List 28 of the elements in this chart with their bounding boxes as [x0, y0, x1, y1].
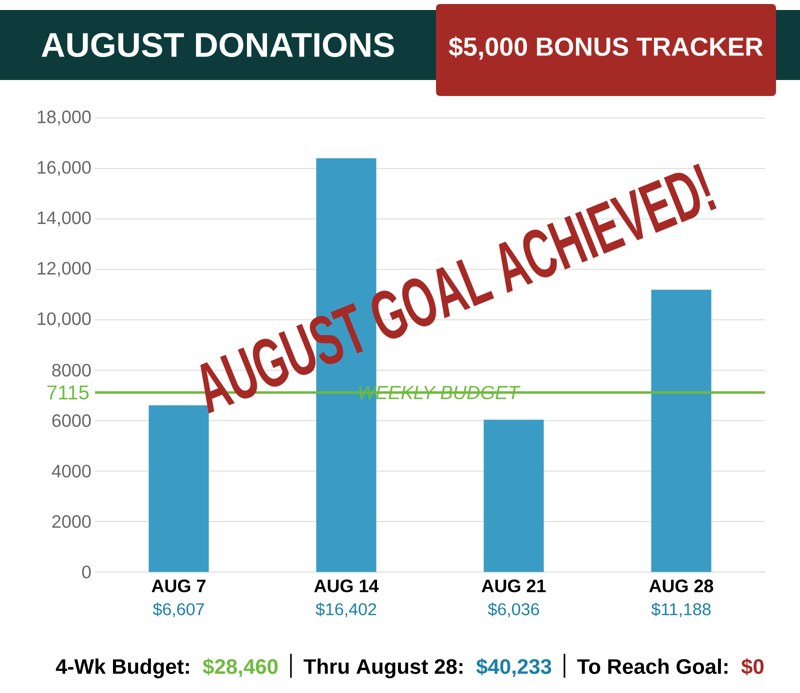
y-tick-label: 6000 — [52, 414, 91, 428]
text: $28,460 — [202, 658, 278, 678]
data-label: $6,607 — [152, 602, 204, 618]
y-tick-label: 12,000 — [38, 262, 91, 277]
x-tick-label: AUG 7 — [152, 580, 206, 592]
data-label: $16,402 — [316, 602, 376, 618]
text: 7115 — [47, 386, 89, 400]
bar — [484, 420, 544, 572]
y-tick-label: 16,000 — [38, 160, 91, 176]
x-tick-label: AUG 14 — [314, 580, 379, 592]
y-tick-label: 4000 — [52, 464, 91, 478]
text: 4-Wk Budget: — [56, 658, 189, 678]
x-tick-label: AUG 21 — [482, 580, 546, 592]
x-tick-label: AUG 28 — [649, 580, 714, 592]
text: $40,233 — [476, 658, 552, 678]
y-tick-label: 2000 — [52, 515, 91, 528]
chart-title: AUGUST DONATIONS — [42, 32, 394, 58]
y-tick-label: 8000 — [52, 364, 91, 377]
y-tick-label: 18,000 — [38, 110, 91, 126]
data-label: $11,188 — [651, 602, 711, 618]
y-tick-label: 0 — [82, 566, 91, 578]
data-label: $6,036 — [488, 602, 539, 618]
y-tick-label: 10,000 — [38, 312, 91, 328]
text: Thru August 28: — [304, 658, 462, 678]
text: To Reach Goal: — [577, 658, 728, 674]
y-tick-label: 14,000 — [38, 211, 91, 226]
chart-subtitle: $5,000 BONUS TRACKER — [448, 36, 763, 60]
text: $0 — [741, 658, 764, 676]
